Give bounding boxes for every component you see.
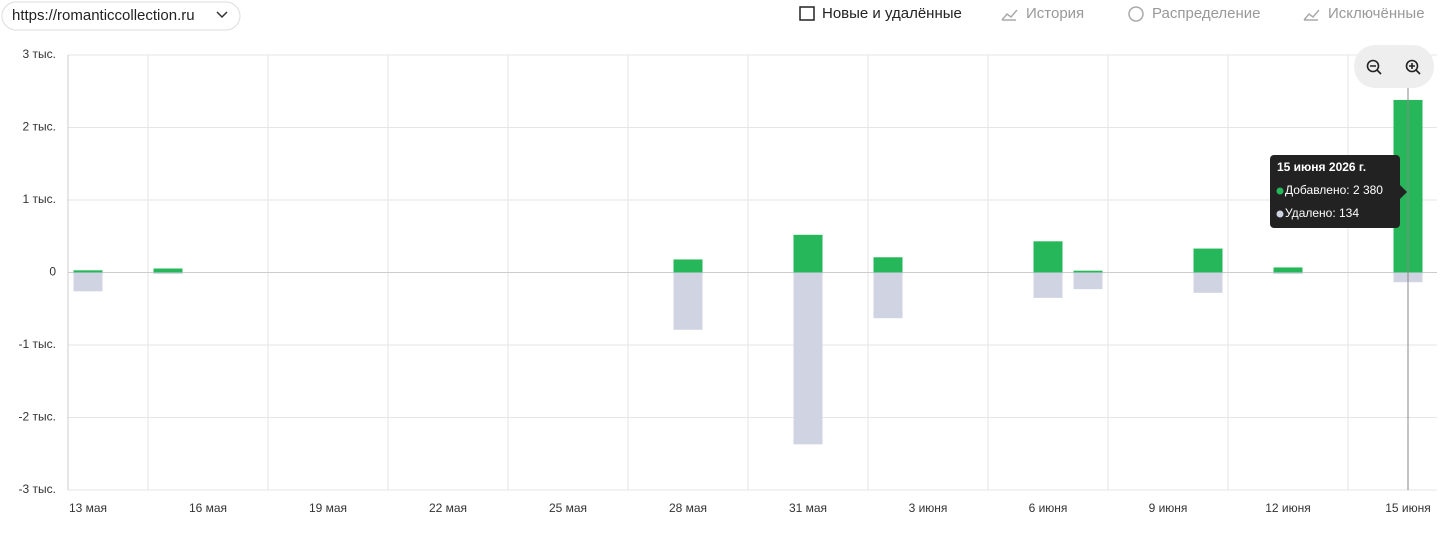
tooltip-line: Добавлено: 2 380 xyxy=(1285,183,1383,197)
tab-icon xyxy=(1128,6,1144,22)
tooltip-box xyxy=(1270,155,1400,228)
bar xyxy=(873,257,903,273)
y-tick-label: 0 xyxy=(49,265,56,279)
x-tick-label: 28 мая xyxy=(669,501,707,515)
bar xyxy=(73,270,103,273)
url-text: https://romanticcollection.ru xyxy=(12,7,195,24)
plot: -3 тыс. -2 тыс. -1 тыс. 0 1 тыс. 2 тыс. 3 тыс.… xyxy=(19,47,1437,515)
tooltip-line: Удалено: 134 xyxy=(1285,206,1359,220)
y-tick-label: -1 тыс. xyxy=(19,337,56,351)
x-tick-label: 6 июня xyxy=(1029,501,1068,515)
y-tick-label: -3 тыс. xyxy=(19,482,56,496)
bar xyxy=(1273,267,1303,273)
bar xyxy=(153,268,183,273)
y-tick-label: 3 тыс. xyxy=(23,47,56,61)
dropdown-icon xyxy=(216,11,228,19)
x-tick-label: 13 мая xyxy=(69,501,107,515)
bar xyxy=(1193,248,1223,273)
tab-icon xyxy=(1303,9,1320,21)
x-tick-label: 31 мая xyxy=(789,501,827,515)
bar xyxy=(673,272,703,330)
tab-label: История xyxy=(1026,5,1084,22)
tab[interactable]: Распределение xyxy=(1128,5,1261,22)
tab-label: Распределение xyxy=(1152,5,1261,22)
tab-icon xyxy=(1001,9,1018,21)
tab-icon xyxy=(799,6,815,21)
x-tick-label: 9 июня xyxy=(1149,501,1188,515)
tab-label: Новые и удалённые xyxy=(822,5,962,22)
x-tick-label: 15 июня xyxy=(1385,501,1431,515)
bar xyxy=(793,234,823,273)
zoom-panel xyxy=(1354,45,1434,88)
x-tick-label: 19 мая xyxy=(309,501,347,515)
x-tick-label: 3 июня xyxy=(909,501,948,515)
bar xyxy=(1073,272,1103,290)
x-tick-label: 25 мая xyxy=(549,501,587,515)
y-tick-label: 1 тыс. xyxy=(23,192,56,206)
tab-label: Исключённые xyxy=(1328,5,1425,22)
x-tick-label: 22 мая xyxy=(429,501,467,515)
bar xyxy=(1033,241,1063,273)
zoom-in-button[interactable] xyxy=(1405,59,1421,75)
x-tick-label: 16 мая xyxy=(189,501,227,515)
tooltip-title: 15 июня 2026 г. xyxy=(1277,160,1366,174)
y-tick-label: 2 тыс. xyxy=(23,120,56,134)
bar xyxy=(793,272,823,445)
bar xyxy=(1193,272,1223,293)
tooltip-dot xyxy=(1276,187,1284,195)
x-tick-label: 12 июня xyxy=(1265,501,1311,515)
bar xyxy=(873,272,903,319)
url-select[interactable] xyxy=(1,1,241,31)
tab[interactable]: Исключённые xyxy=(1303,5,1425,22)
y-tick-label: -2 тыс. xyxy=(19,410,56,424)
tooltip-dot xyxy=(1276,210,1284,218)
bar xyxy=(73,272,103,292)
tab[interactable]: История xyxy=(1001,5,1084,22)
tab[interactable]: Новые и удалённые xyxy=(799,5,962,22)
bar xyxy=(1073,270,1103,273)
tooltip-arrow xyxy=(1400,185,1407,199)
tooltip: 15 июня 2026 г. Добавлено: 2 380 Удалено… xyxy=(1270,155,1407,228)
bar xyxy=(153,272,183,274)
bar xyxy=(673,259,703,273)
zoom-out-button[interactable] xyxy=(1366,59,1382,75)
bar xyxy=(1273,272,1303,274)
zoom-controls xyxy=(1354,45,1434,88)
bar xyxy=(1033,272,1063,298)
